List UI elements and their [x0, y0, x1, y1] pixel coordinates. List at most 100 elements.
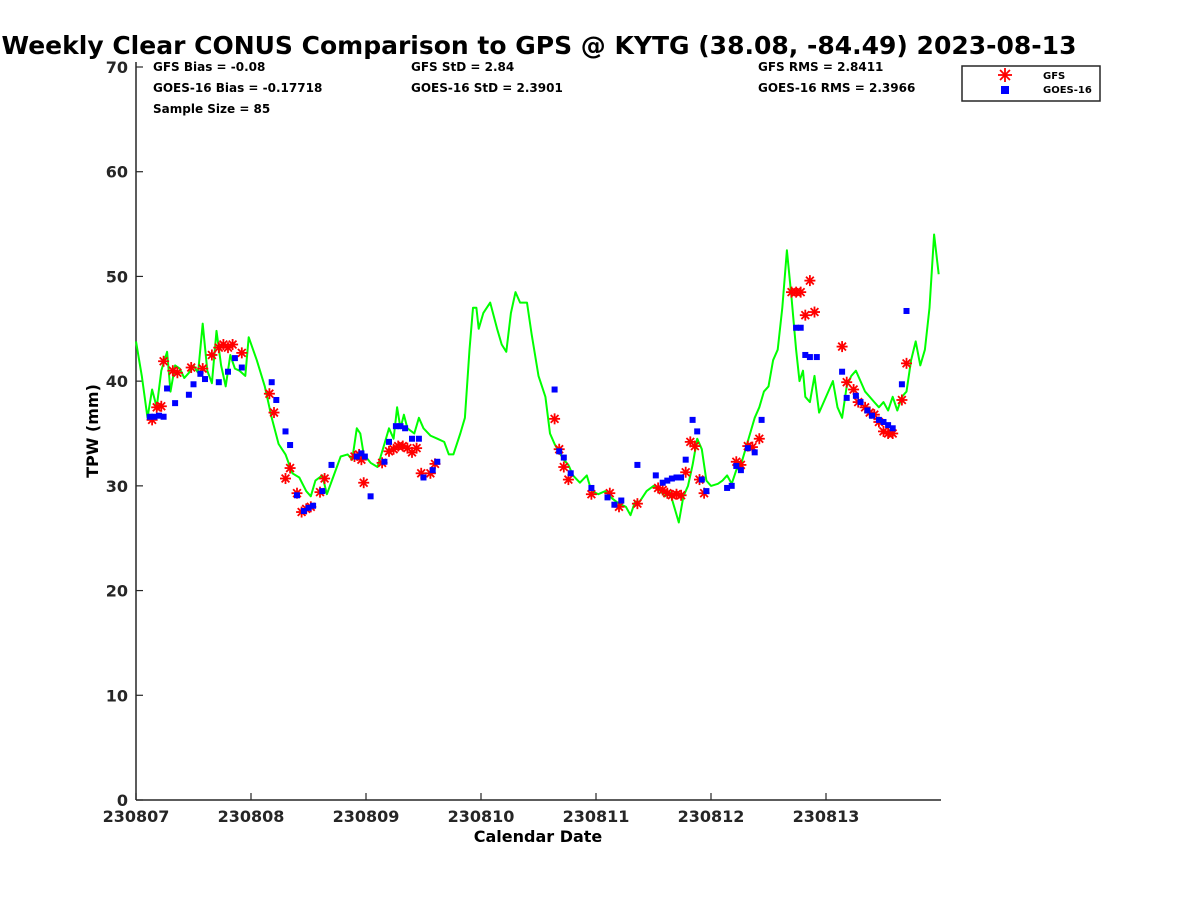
goes16-point	[839, 368, 846, 375]
x-tick-label: 230813	[793, 807, 860, 826]
gfs-point	[549, 413, 561, 425]
goes16-point	[678, 474, 685, 481]
goes16-point	[802, 351, 809, 358]
gfs-point	[795, 286, 807, 298]
goes16-point	[843, 394, 850, 401]
gfs-point	[206, 349, 218, 361]
goes16-point	[386, 438, 392, 445]
goes16-point	[813, 354, 820, 361]
goes16-point	[898, 381, 905, 388]
goes16-point	[197, 370, 204, 377]
legend-box	[961, 65, 1101, 102]
goes16-point	[880, 418, 887, 425]
goes16-point	[273, 396, 280, 403]
goes16-point	[300, 507, 307, 514]
y-tick-label: 0	[117, 791, 128, 810]
gfs-point	[689, 440, 701, 452]
goes16-point	[268, 379, 275, 386]
goes16-point	[319, 488, 326, 495]
gfs-point	[263, 388, 275, 400]
goes16-point	[202, 376, 208, 383]
goes16-point	[857, 399, 864, 406]
goes16-point	[358, 450, 365, 457]
gfs-point	[319, 473, 331, 485]
goes16-point	[652, 472, 659, 479]
goes16-point	[634, 461, 641, 468]
legend-gfs-label: GFS	[1043, 71, 1065, 82]
goes16-point	[703, 488, 710, 495]
goes16-point	[864, 407, 871, 414]
x-tick-label: 230810	[448, 807, 515, 826]
gfs-point	[171, 367, 183, 379]
gfs-point	[836, 341, 848, 353]
goes16-point	[744, 445, 751, 452]
gfs-point	[753, 433, 765, 445]
goes16-point	[604, 494, 611, 501]
stat-goes-bias: GOES-16 Bias = -0.17718	[153, 81, 322, 95]
stat-sample-size: Sample Size = 85	[153, 102, 270, 116]
goes16-point	[682, 456, 689, 463]
goes16-point	[875, 416, 882, 423]
x-axis-label: Calendar Date	[474, 827, 603, 846]
goes16-point	[156, 412, 162, 419]
goes16-point	[402, 425, 409, 432]
goes16-point	[668, 475, 675, 482]
gfs-point	[155, 400, 167, 412]
stat-goes-std: GOES-16 StD = 2.3901	[411, 81, 563, 95]
goes16-point	[751, 449, 758, 456]
y-tick-label: 50	[106, 267, 128, 286]
gps-tpw-line-path	[135, 233, 940, 524]
y-tick-label: 10	[106, 686, 128, 705]
goes16-point	[885, 422, 892, 429]
legend-gfs-asterisk	[998, 68, 1012, 82]
goes16-point	[694, 428, 701, 435]
gfs-point	[799, 309, 811, 321]
goes16-point	[415, 435, 422, 442]
y-tick-label: 40	[106, 372, 128, 391]
goes16-point	[146, 413, 153, 420]
chart-title: Weekly Clear CONUS Comparison to GPS @ K…	[2, 31, 1077, 60]
goes16-point	[185, 391, 192, 398]
plot-area: 0 10 20 30 40 50 60 70 230807 230808 230809 230810…	[103, 58, 941, 826]
goes16-point	[305, 504, 312, 511]
legend-gfs-marker	[998, 68, 1012, 82]
y-tick-label: 70	[106, 58, 128, 77]
goes16-point	[698, 476, 705, 483]
goes16-point	[611, 501, 618, 508]
goes16-point	[397, 423, 404, 430]
goes16-point	[434, 458, 441, 465]
goes16-point	[190, 381, 197, 388]
gfs-point	[804, 275, 816, 287]
gfs-point	[268, 407, 280, 419]
gfs-point	[167, 365, 179, 377]
gfs-point	[841, 376, 853, 388]
goes16-point	[728, 482, 735, 489]
goes16-point	[238, 364, 245, 371]
goes16-point	[551, 386, 558, 393]
goes16-point	[618, 497, 625, 504]
stat-gfs-std: GFS StD = 2.84	[411, 60, 514, 74]
legend: GFS GOES-16	[961, 65, 1101, 102]
x-tick-label: 230808	[218, 807, 285, 826]
y-axis-label: TPW (mm)	[83, 384, 102, 478]
goes16-point	[310, 502, 317, 509]
goes16-point	[420, 474, 427, 481]
x-tick-label: 230812	[678, 807, 745, 826]
goes16-point	[724, 484, 731, 491]
goes16-point	[392, 423, 399, 430]
goes16-point	[889, 425, 896, 432]
goes16-point	[556, 448, 563, 455]
goes16-point	[664, 477, 671, 484]
x-axis-ticks: 230807 230808 230809 230810 230811 230812 2308…	[103, 793, 860, 826]
goes16-point	[588, 484, 595, 491]
goes16-points	[146, 307, 910, 514]
goes16-point	[737, 467, 744, 474]
goes16-point	[758, 416, 765, 423]
x-tick-label: 230807	[103, 807, 170, 826]
goes16-point	[567, 470, 574, 477]
goes16-point	[797, 324, 804, 331]
goes16-point	[164, 385, 171, 392]
goes16-point	[225, 368, 231, 375]
goes16-point	[903, 307, 910, 314]
